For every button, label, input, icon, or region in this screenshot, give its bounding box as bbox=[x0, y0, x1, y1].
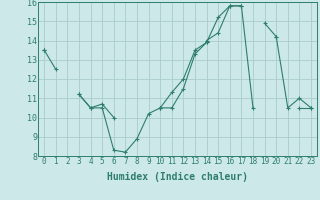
X-axis label: Humidex (Indice chaleur): Humidex (Indice chaleur) bbox=[107, 172, 248, 182]
